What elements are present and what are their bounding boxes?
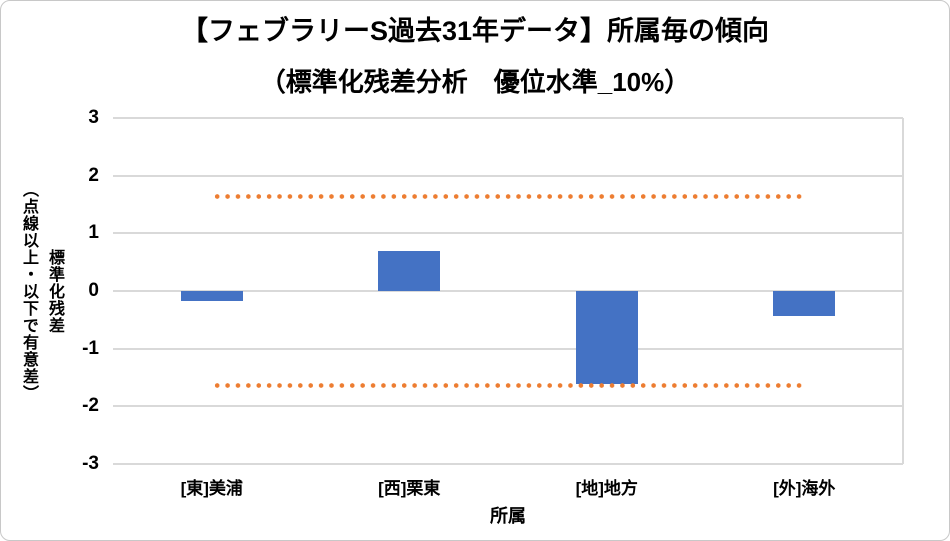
threshold-line-upper <box>211 193 805 199</box>
plot-right-border <box>902 118 904 464</box>
y-axis-title-main: 標準化残差 <box>46 248 63 334</box>
y-tick-label: -3 <box>82 453 99 474</box>
x-category-label: [東]美浦 <box>180 479 243 498</box>
gridline-y--1 <box>113 347 903 350</box>
gridline-y-2 <box>113 174 903 177</box>
threshold-line-lower <box>211 383 805 389</box>
gridline-y-3 <box>113 117 903 119</box>
chart-title-line1: 【フェブラリーS過去31年データ】所属毎の傾向 <box>180 16 770 46</box>
chart-title-line2: （標準化残差分析 優位水準_10%） <box>259 67 691 97</box>
y-tick-label: 3 <box>88 107 99 128</box>
y-axis-title: 標準化残差 （点線以上・以下で有意差） <box>13 118 67 464</box>
x-category-label: [西]栗東 <box>378 479 441 498</box>
x-category-label: [外]海外 <box>773 479 836 498</box>
gridline-y--2 <box>113 405 903 408</box>
bar-1 <box>180 291 243 301</box>
chart-title: 【フェブラリーS過去31年データ】所属毎の傾向 （標準化残差分析 優位水準_10… <box>1 13 949 99</box>
bar-2 <box>378 250 441 291</box>
bar-4 <box>773 291 836 316</box>
gridline-y--3 <box>113 463 903 465</box>
bar-3 <box>575 291 638 384</box>
y-tick-label: 2 <box>88 164 99 186</box>
y-axis-title-sub: （点線以上・以下で有意差） <box>20 180 37 402</box>
gridline-y-0 <box>113 290 903 292</box>
x-category-label: [地]地方 <box>575 479 638 498</box>
y-tick-label: -1 <box>82 337 99 359</box>
x-axis-title: 所属 <box>490 506 526 526</box>
y-tick-label: 1 <box>88 222 99 244</box>
y-tick-label: -2 <box>82 395 99 417</box>
gridline-y-1 <box>113 232 903 235</box>
y-tick-label: 0 <box>88 280 99 301</box>
